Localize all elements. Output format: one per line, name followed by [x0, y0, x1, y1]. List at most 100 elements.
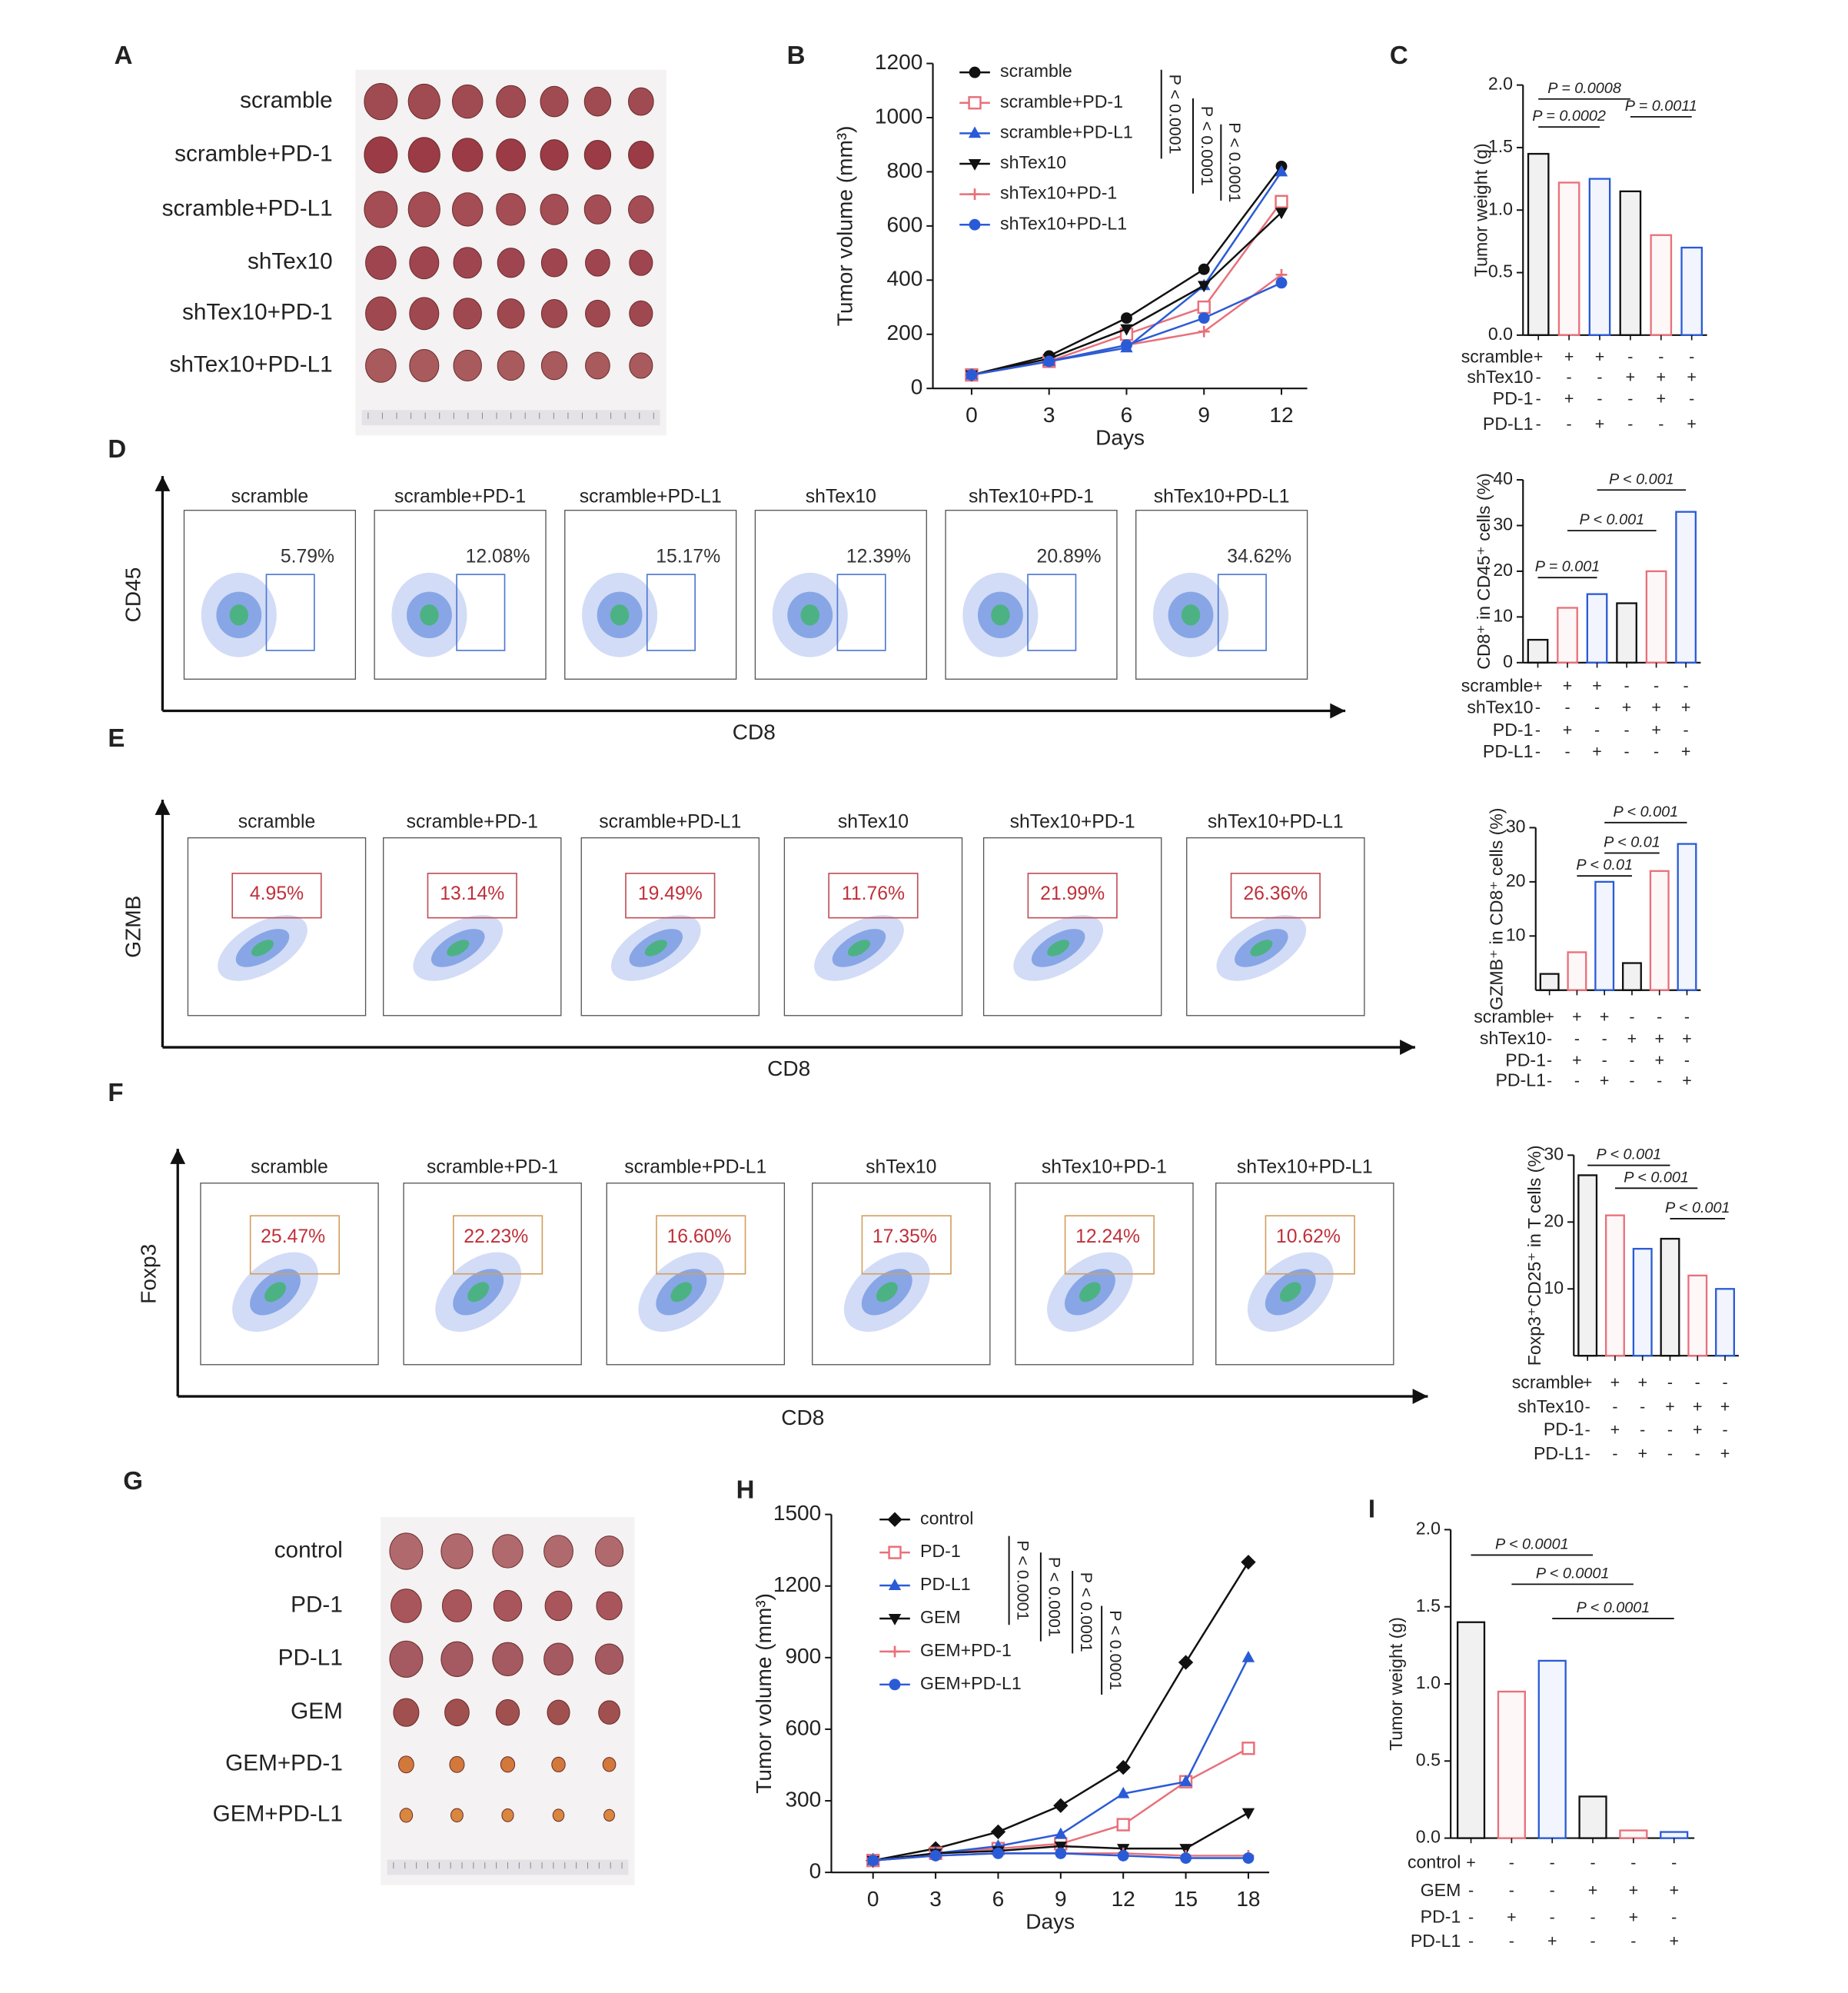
- plot-frame: [982, 837, 1162, 1016]
- y-tick-label: 200: [887, 321, 923, 344]
- condition-sign: -: [1629, 1051, 1634, 1070]
- condition-sign: -: [1585, 1420, 1590, 1439]
- group-title: shTex10+PD-1: [969, 487, 1094, 507]
- condition-sign: +: [1651, 721, 1661, 740]
- condition-sign: -: [1468, 1882, 1474, 1900]
- p-value: P < 0.0001: [1013, 1540, 1032, 1620]
- condition-sign: +: [1572, 1008, 1582, 1026]
- bar: [1537, 1659, 1567, 1839]
- condition-label: shTex10: [1480, 1028, 1546, 1048]
- bar: [1539, 973, 1560, 991]
- condition-sign: -: [1602, 1030, 1607, 1048]
- condition-sign: +: [1533, 677, 1543, 695]
- marker: [867, 1855, 879, 1867]
- bar: [1586, 593, 1608, 664]
- density-core: [876, 1282, 898, 1303]
- condition-sign: +: [1687, 415, 1697, 434]
- bar: [1456, 1621, 1486, 1839]
- condition-sign: -: [1658, 415, 1664, 434]
- bar: [1660, 1237, 1680, 1357]
- tumor: [595, 1536, 624, 1567]
- condition-sign: -: [1684, 1051, 1690, 1070]
- marker: [1242, 1852, 1255, 1864]
- y-tick-label: 1200: [875, 50, 922, 74]
- group-title: scramble+PD-1: [407, 811, 538, 832]
- density-core: [447, 940, 470, 957]
- legend-marker: [969, 218, 981, 231]
- gate: [427, 873, 517, 919]
- y-axis-label: Tumor weight (g): [1471, 143, 1491, 277]
- density-core: [847, 940, 871, 957]
- marker: [929, 1850, 942, 1862]
- legend-label: scramble: [1000, 61, 1072, 81]
- tumor: [540, 248, 568, 278]
- bar: [1588, 178, 1611, 337]
- tumor: [497, 248, 525, 278]
- marker: [1055, 1847, 1067, 1859]
- gate-percent: 12.39%: [846, 547, 911, 567]
- marker: [1116, 1818, 1130, 1832]
- gate: [1265, 1215, 1355, 1275]
- row-label: shTex10+PD-1: [182, 300, 333, 325]
- row-label: scramble+PD-1: [174, 141, 333, 166]
- condition-sign: -: [1627, 390, 1633, 408]
- gate-percent: 4.95%: [250, 883, 304, 904]
- condition-sign: -: [1564, 698, 1570, 717]
- condition-sign: +: [1595, 348, 1605, 366]
- p-value: P = 0.0002: [1532, 108, 1606, 125]
- tumor: [398, 1755, 414, 1774]
- tumor: [391, 1589, 422, 1623]
- condition-label: PD-1: [1544, 1419, 1584, 1439]
- group-title: scramble+PD-L1: [599, 811, 741, 832]
- gate: [625, 873, 716, 919]
- condition-sign: -: [1468, 1908, 1474, 1926]
- marker: [1179, 1775, 1192, 1787]
- tumor: [540, 194, 569, 225]
- plot-frame: [187, 837, 367, 1016]
- p-value: P < 0.001: [1609, 471, 1674, 487]
- gate-percent: 19.49%: [638, 883, 703, 904]
- condition-label: PD-L1: [1495, 1070, 1546, 1090]
- condition-sign: +: [1622, 698, 1632, 717]
- condition-sign: -: [1624, 677, 1630, 695]
- marker: [1120, 324, 1133, 336]
- condition-sign: -: [1683, 677, 1689, 695]
- gate: [836, 574, 886, 651]
- condition-label: PD-L1: [1483, 741, 1534, 761]
- y-axis-label: GZMB⁺ in CD8⁺ cells (%): [1486, 807, 1506, 1010]
- condition-sign: -: [1509, 1853, 1514, 1872]
- marker: [1241, 1555, 1256, 1570]
- marker: [1197, 300, 1211, 314]
- row-label: GEM+PD-L1: [213, 1802, 343, 1827]
- condition-sign: +: [1572, 1051, 1582, 1070]
- plot-frame: [183, 510, 357, 680]
- legend-marker: [888, 1545, 902, 1559]
- condition-sign: +: [1681, 698, 1691, 717]
- condition-label: shTex10: [1467, 367, 1533, 387]
- condition-label: scramble: [1474, 1006, 1546, 1026]
- x-axis-label: Days: [1025, 1910, 1075, 1934]
- bar: [1616, 602, 1637, 664]
- condition-label: PD-1: [1421, 1907, 1461, 1927]
- plot-frame: [383, 837, 562, 1016]
- y-tick-label: 0: [809, 1859, 822, 1883]
- marker: [1180, 1852, 1192, 1864]
- condition-sign: -: [1624, 721, 1630, 740]
- plot-frame: [374, 510, 547, 680]
- y-tick-label: 1.5: [1488, 136, 1513, 156]
- condition-sign: -: [1627, 415, 1633, 434]
- y-tick-label: 600: [887, 212, 923, 236]
- y-tick-label: 0.5: [1488, 261, 1513, 281]
- panel-label: A: [115, 41, 133, 69]
- x-tick-label: 6: [992, 1887, 1005, 1911]
- gate-percent: 12.24%: [1075, 1226, 1140, 1247]
- condition-sign: +: [1564, 390, 1574, 408]
- panel-label: F: [108, 1078, 123, 1106]
- p-value: P < 0.001: [1597, 1146, 1662, 1163]
- tumor: [453, 298, 482, 330]
- marker: [1043, 355, 1055, 368]
- p-value: P < 0.0001: [1225, 122, 1244, 202]
- legend-marker: [889, 1645, 901, 1658]
- tumor: [451, 138, 484, 172]
- tumor: [602, 1757, 617, 1772]
